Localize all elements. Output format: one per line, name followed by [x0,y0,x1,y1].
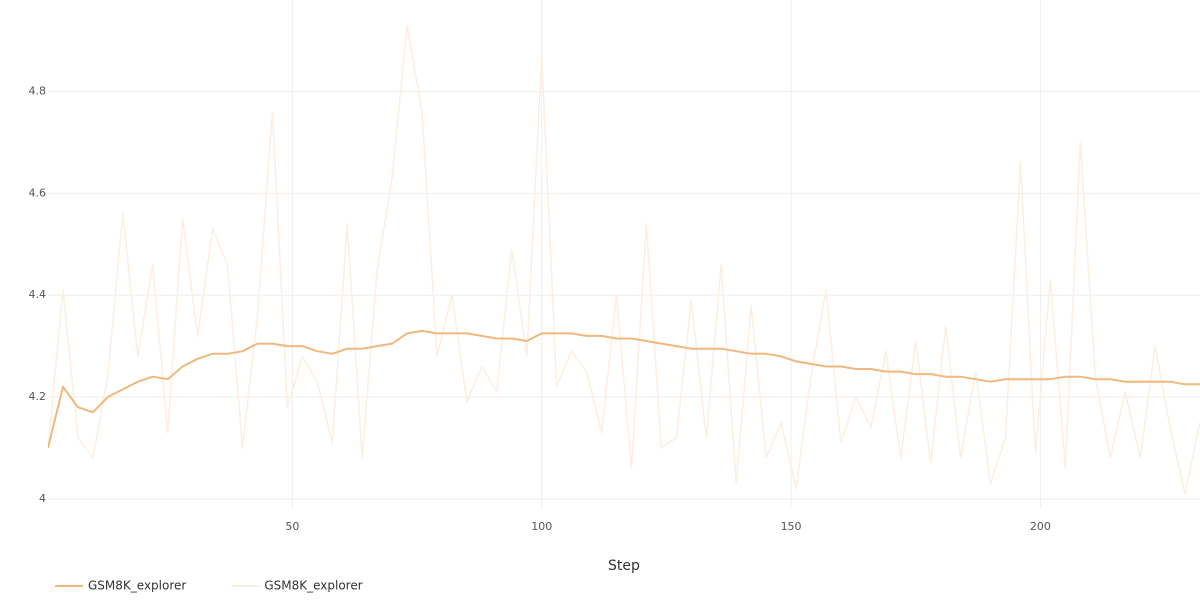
x-tick-label: 50 [285,520,299,533]
y-tick-label: 4.6 [29,186,47,199]
series-line [48,24,1200,495]
legend-label: GSM8K_explorer [264,579,362,593]
grid: 4 4.2 4.4 4.6 4.8 50 100 150 200 [29,0,1200,533]
y-tick-label: 4.2 [29,390,47,403]
legend-item[interactable]: GSM8K_explorer [231,579,363,593]
plot-area [48,24,1200,495]
y-tick-label: 4.4 [29,288,47,301]
legend-label: GSM8K_explorer [88,579,186,593]
series-line [48,329,1200,449]
x-tick-label: 150 [781,520,802,533]
x-axis-title: Step [608,558,640,574]
legend-item[interactable]: GSM8K_explorer [55,579,186,593]
x-tick-label: 200 [1030,520,1051,533]
y-tick-label: 4 [39,492,46,505]
y-tick-label: 4.8 [29,85,47,98]
x-tick-label: 100 [531,520,552,533]
legend: GSM8K_explorer GSM8K_explorer [55,579,363,593]
